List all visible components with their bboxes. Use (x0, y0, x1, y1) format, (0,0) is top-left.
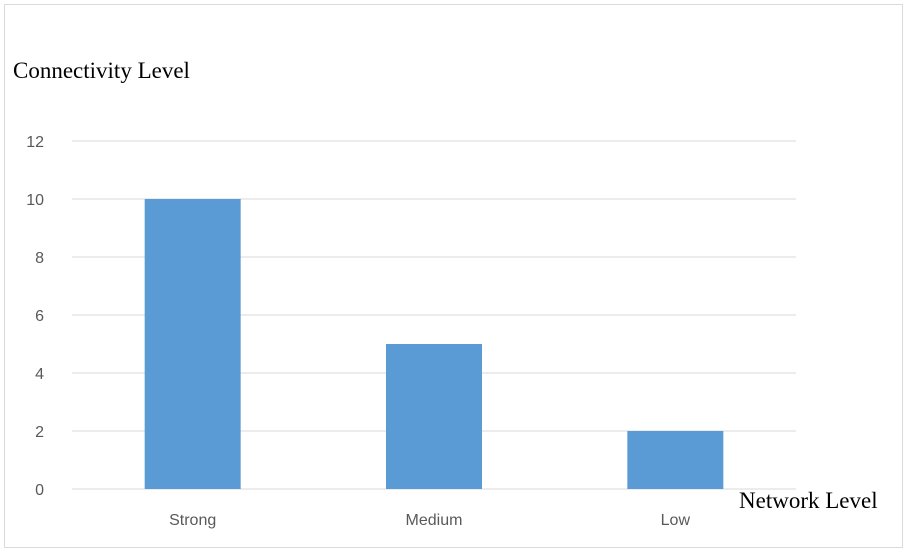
y-tick-label: 4 (35, 366, 44, 383)
y-axis-label: Connectivity Level (13, 58, 190, 83)
y-tick-label: 0 (35, 482, 44, 499)
y-tick-label: 2 (35, 424, 44, 441)
bar-medium (386, 344, 482, 489)
y-tick-label: 6 (35, 308, 44, 325)
y-tick-label: 8 (35, 250, 44, 267)
bar-low (627, 431, 724, 489)
x-axis-label: Network Level (739, 488, 878, 513)
y-tick-label: 10 (26, 192, 44, 209)
x-tick-label: Strong (169, 512, 216, 529)
x-tick-label: Medium (406, 512, 463, 529)
bar-strong (144, 199, 241, 489)
y-tick-label: 12 (26, 134, 44, 151)
x-tick-label: Low (661, 512, 691, 529)
